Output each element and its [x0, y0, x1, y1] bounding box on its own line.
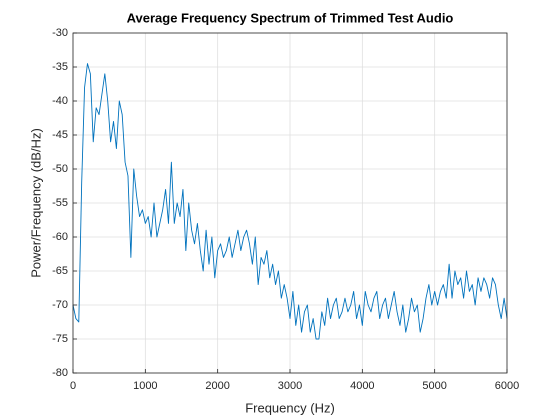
y-tick-label: -75	[52, 333, 68, 345]
x-tick-label: 2000	[205, 380, 229, 392]
spectrum-line	[72, 63, 508, 340]
y-tick-label: -45	[52, 129, 68, 141]
x-tick-label: 0	[70, 380, 76, 392]
y-tick-label: -30	[52, 27, 68, 39]
y-tick-label: -40	[52, 95, 68, 107]
x-tick-label: 5000	[422, 380, 446, 392]
y-tick-label: -50	[52, 163, 68, 175]
y-tick-label: -35	[52, 61, 68, 73]
y-tick-label: -70	[52, 299, 68, 311]
x-tick-label: 4000	[350, 380, 374, 392]
y-tick-label: -65	[52, 265, 68, 277]
y-tick-label: -55	[52, 197, 68, 209]
x-tick-label: 6000	[495, 380, 519, 392]
x-axis-label: Frequency (Hz)	[245, 400, 335, 415]
chart-title: Average Frequency Spectrum of Trimmed Te…	[127, 10, 454, 25]
y-tick-label: -60	[52, 231, 68, 243]
y-axis-label: Power/Frequency (dB/Hz)	[28, 128, 43, 278]
x-tick-label: 3000	[278, 380, 302, 392]
y-tick-label: -80	[52, 367, 68, 379]
plot	[72, 63, 508, 340]
x-tick-label: 1000	[133, 380, 157, 392]
